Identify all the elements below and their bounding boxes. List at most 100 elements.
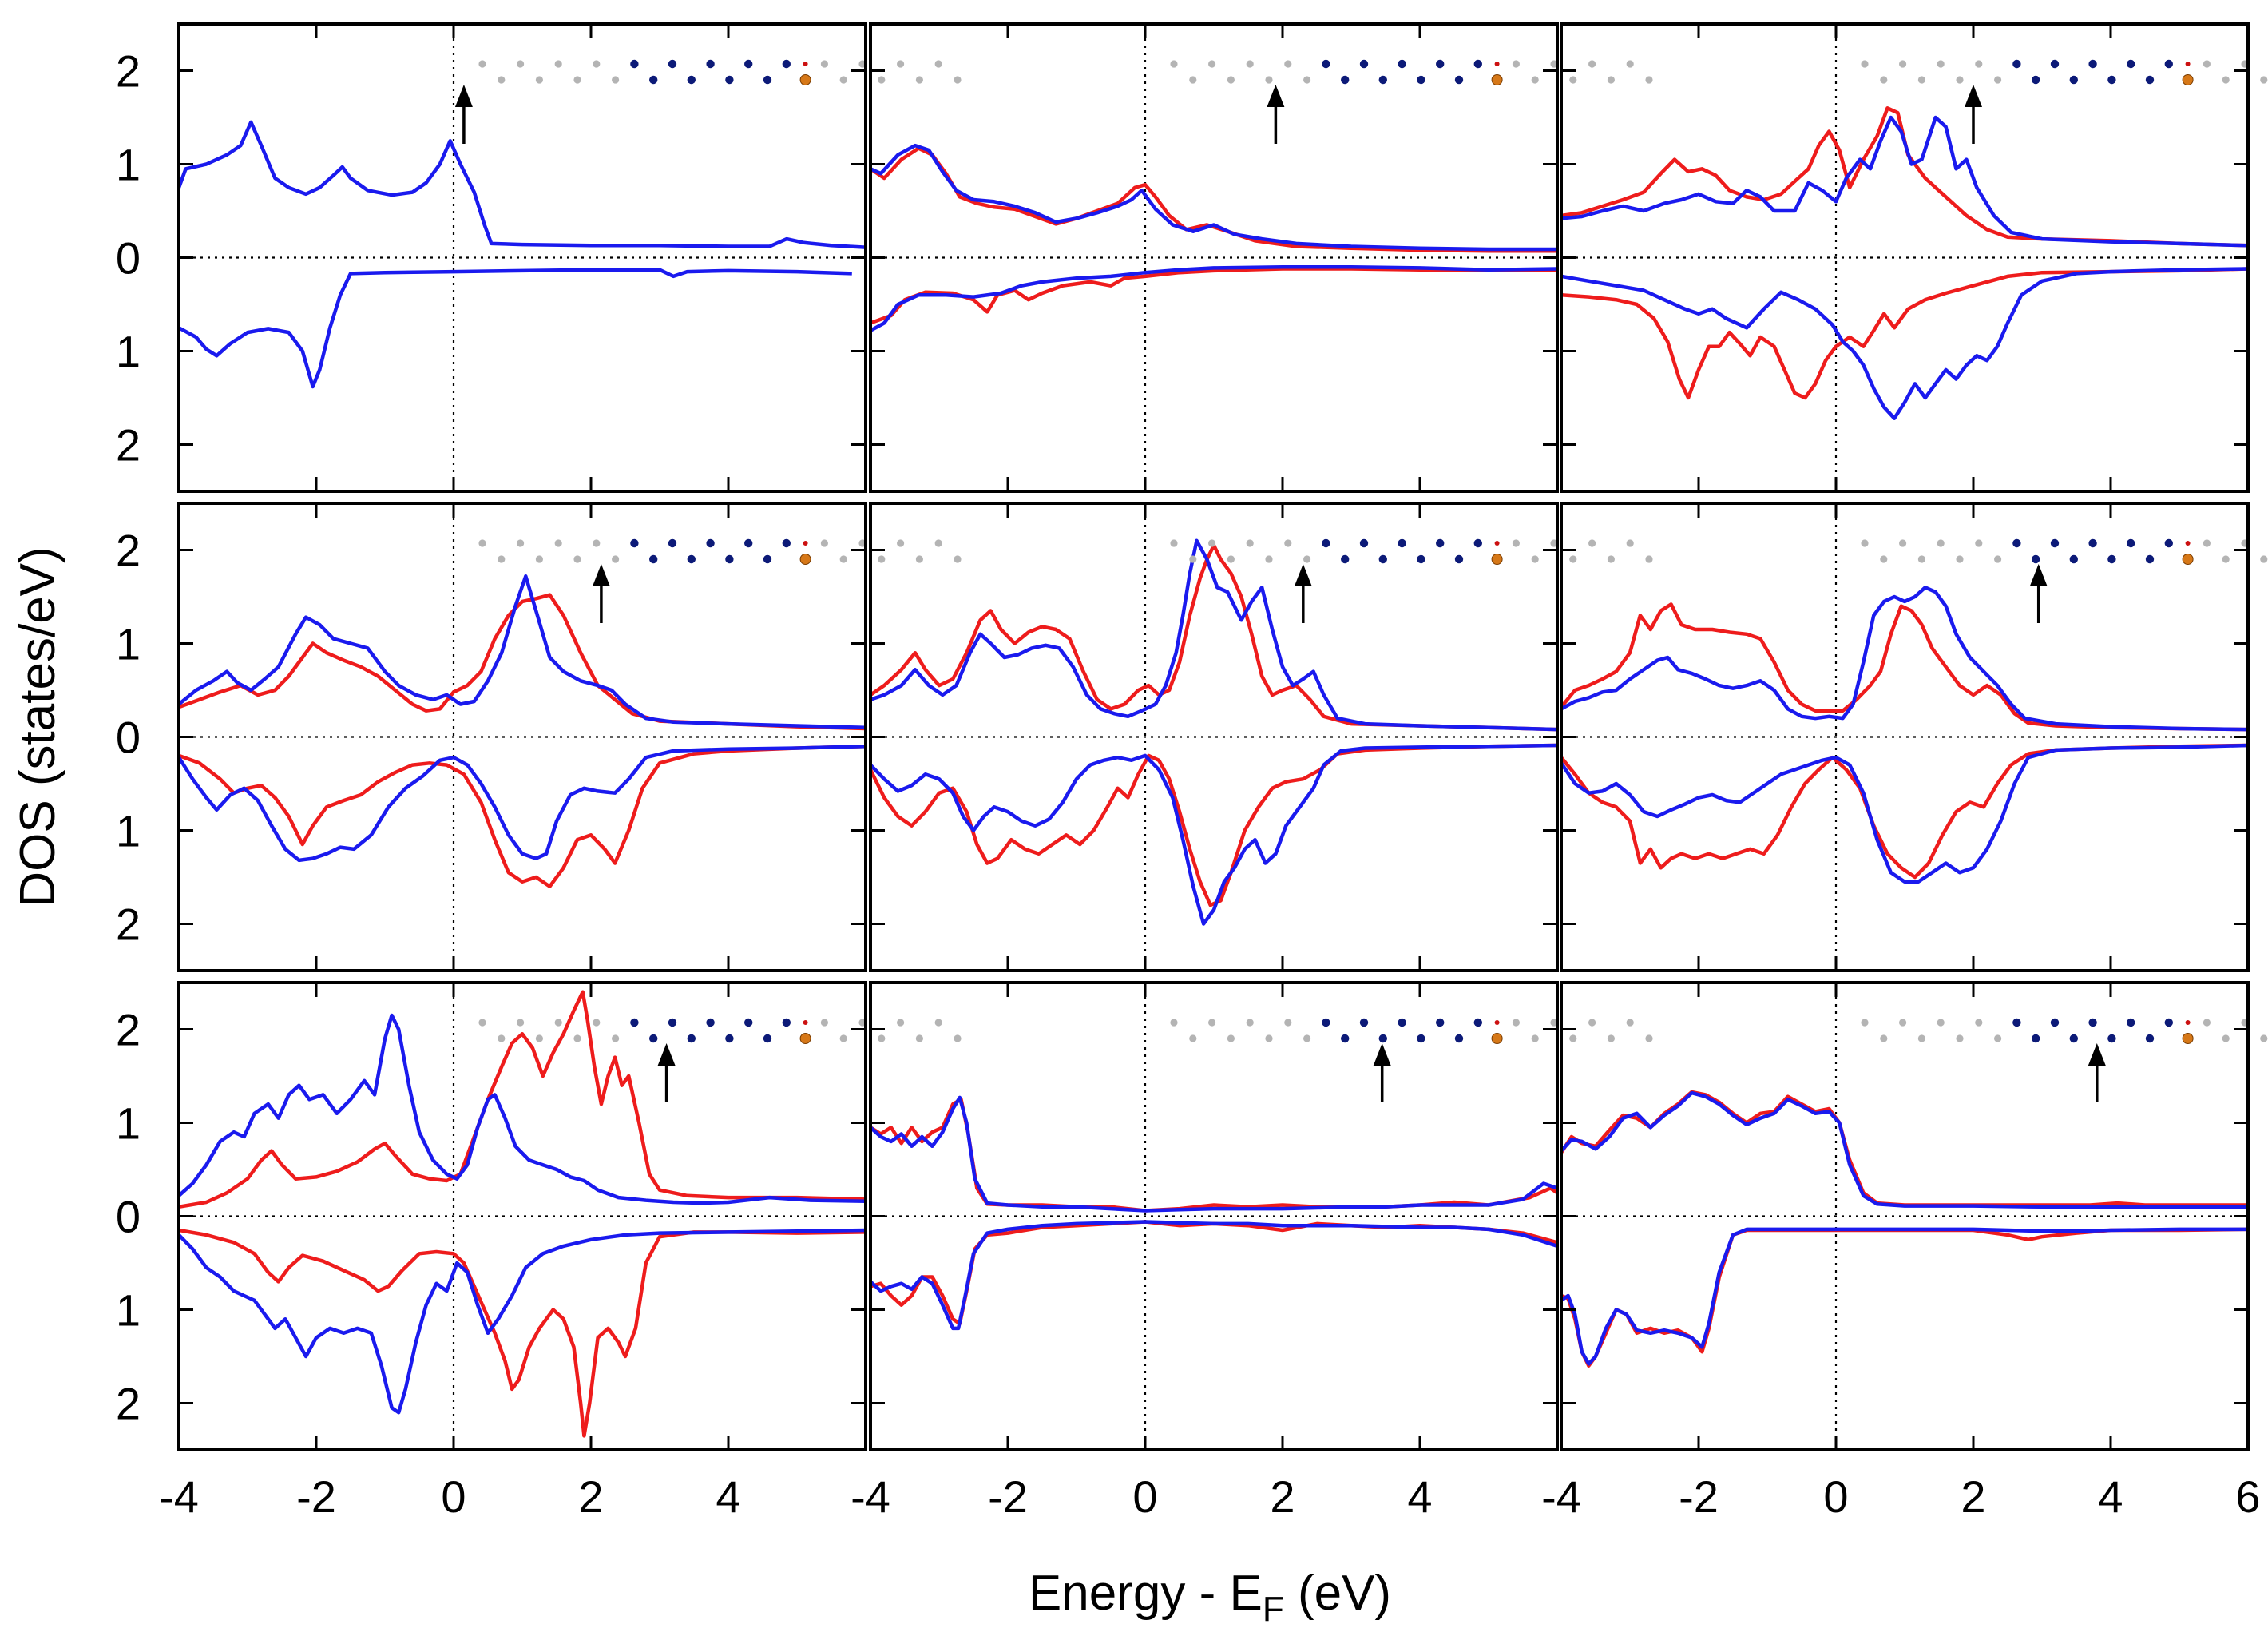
atom-gray	[1512, 539, 1520, 547]
atom-gray	[1170, 1019, 1178, 1027]
atom-gray	[820, 539, 828, 547]
red-spin-up-line	[1561, 602, 2248, 732]
series-group	[870, 143, 1557, 332]
series-group	[179, 990, 866, 1438]
atom-red	[2185, 62, 2191, 66]
atom-gray	[954, 76, 962, 84]
atom-gray	[1189, 1034, 1197, 1042]
atom-gray	[535, 76, 544, 84]
blue-spin-up-line	[870, 143, 1557, 252]
blue-spin-up-line	[1561, 586, 2248, 732]
atom-blue	[1322, 1018, 1330, 1027]
panel-r0-c2	[1560, 22, 2268, 493]
atom-blue	[1417, 554, 1425, 564]
atom-gray	[1917, 555, 1925, 563]
atom-blue	[2107, 1034, 2116, 1043]
blue-spin-down-line	[179, 1228, 866, 1415]
atom-gray	[934, 539, 942, 547]
atom-blue	[782, 538, 791, 548]
atom-blue	[668, 1018, 677, 1027]
atom-gray	[1645, 1034, 1653, 1042]
atom-blue	[2164, 1018, 2173, 1027]
atom-gray	[1899, 1019, 1907, 1027]
atom-gray	[517, 60, 525, 68]
atom-blue	[1378, 554, 1388, 564]
atom-gray	[1265, 555, 1273, 563]
atom-gray	[1189, 76, 1197, 84]
atom-gray	[1531, 555, 1539, 563]
red-spin-up-line	[870, 543, 1557, 732]
atom-gray	[878, 76, 886, 84]
atom-gray	[1626, 539, 1634, 547]
atom-gray	[915, 1034, 923, 1042]
atom-blue	[1436, 538, 1445, 548]
atom-orange	[799, 74, 811, 85]
atom-gray	[1208, 60, 1216, 68]
atom-orange	[2182, 74, 2194, 85]
red-spin-down-line	[179, 744, 866, 888]
y-tick-label: 1	[116, 327, 141, 377]
atom-gray	[915, 76, 923, 84]
atom-gray	[2222, 555, 2230, 563]
atom-gray	[1937, 539, 1945, 547]
atom-blue	[1417, 75, 1425, 85]
x-tick-label: -2	[988, 1471, 1028, 1522]
panel-frame	[1560, 981, 2250, 1451]
red-spin-down-line	[1561, 267, 2248, 400]
blue-spin-down-line	[870, 264, 1557, 332]
atom-blue	[668, 59, 677, 69]
atom-gray	[1861, 539, 1869, 547]
arrow-head	[592, 564, 610, 586]
atom-blue	[2145, 75, 2155, 85]
atom-gray	[1880, 555, 1888, 563]
atom-gray	[1227, 76, 1235, 84]
atom-gray	[554, 539, 562, 547]
atom-red	[1494, 541, 1500, 546]
atom-gray	[573, 555, 581, 563]
blue-spin-up-line	[1561, 115, 2248, 248]
atom-blue	[2088, 1018, 2097, 1027]
red-spin-down-line	[870, 1220, 1557, 1326]
blue-spin-up-line	[870, 1095, 1557, 1213]
y-tick-label: 2	[116, 526, 141, 576]
atom-blue	[1398, 1018, 1406, 1027]
atom-blue	[2088, 538, 2097, 548]
x-tick-label: -2	[1679, 1471, 1719, 1522]
arrow-head	[1373, 1043, 1391, 1066]
x-axis-label: Energy - EF (eV)	[1029, 1566, 1391, 1629]
atom-gray	[1994, 555, 2002, 563]
atom-gray	[535, 555, 544, 563]
atom-gray	[934, 60, 942, 68]
atom-blue	[2145, 554, 2155, 564]
atom-gray	[478, 539, 486, 547]
atom-blue	[1417, 1034, 1425, 1043]
series-group	[870, 538, 1557, 926]
atom-gray	[573, 76, 581, 84]
atom-blue	[1322, 538, 1330, 548]
atom-blue	[763, 75, 772, 85]
series-group	[1561, 1090, 2248, 1368]
atom-red	[2185, 1020, 2191, 1025]
panel-frame	[1560, 22, 2250, 493]
atom-blue	[2145, 1034, 2155, 1043]
atom-gray	[2260, 76, 2268, 84]
red-spin-down-line	[1561, 743, 2248, 880]
atom-gray	[820, 1019, 828, 1027]
blue-spin-down-line	[179, 744, 866, 863]
atom-blue	[2107, 75, 2116, 85]
arrow-head	[2088, 1043, 2106, 1066]
atom-gray	[1208, 539, 1216, 547]
panel-r2-c1: -4 -2 0 2 4	[850, 981, 1653, 1522]
atom-gray	[593, 60, 601, 68]
atom-blue	[1454, 1034, 1464, 1043]
red-spin-down-line	[870, 743, 1557, 907]
panels-layer: 2 1 0 1 2 2 1 0 1 2 2 1 0 1 2 -4 -2 0 2 4 -4 -2 0 2 4 -4 -2 0 2 4 6	[116, 22, 2268, 1522]
panel-frame	[1560, 502, 2250, 972]
atom-gray	[1607, 555, 1615, 563]
atom-gray	[1899, 539, 1907, 547]
panel-r1-c2	[1560, 502, 2268, 972]
y-tick-label: 1	[116, 140, 141, 190]
y-tick-label: 2	[116, 1005, 141, 1055]
atom-gray	[1917, 76, 1925, 84]
